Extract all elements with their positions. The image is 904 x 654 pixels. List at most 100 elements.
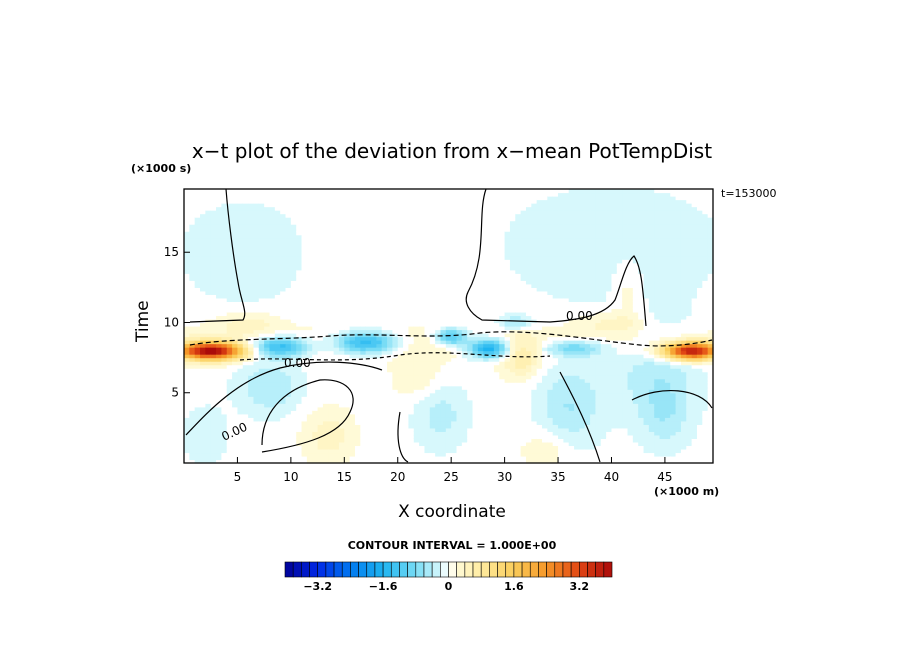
field-cell [242,287,249,292]
field-cell [424,294,431,299]
field-cell [344,220,351,225]
field-cell [387,224,393,229]
field-cell [280,196,287,201]
field-cell [216,413,222,418]
field-cell [210,336,217,341]
field-cell [264,441,271,447]
field-cell [354,294,361,299]
field-cell [290,248,297,253]
field-cell [269,297,276,303]
field-cell [413,294,420,299]
field-cell [269,354,276,359]
field-cell [376,336,383,341]
field-cell [216,431,222,436]
field-cell [419,245,426,250]
field-cell [290,206,297,211]
field-cell [472,438,479,443]
field-cell [205,333,212,338]
field-cell [509,336,516,341]
field-cell [242,413,249,418]
field-cell [493,417,500,422]
field-cell [387,189,393,194]
field-cell [451,276,458,281]
field-cell [205,262,212,267]
field-cell [258,354,265,359]
field-cell [226,438,233,443]
field-cell [317,459,324,464]
field-cell [413,350,420,355]
field-cell [210,434,217,440]
field-cell [242,252,249,257]
field-cell [285,245,292,250]
field-cell [440,196,447,201]
field-cell [381,276,388,281]
field-cell [397,424,404,429]
field-cell [509,445,516,450]
field-cell [285,297,292,303]
field-cell [515,420,522,425]
field-cell [408,434,415,440]
field-cell [296,238,303,243]
field-cell [338,245,345,250]
field-cell [237,343,244,348]
field-cell [322,434,329,440]
field-cell [515,276,522,281]
field-cell [397,262,404,267]
field-cell [504,438,511,443]
field-cell [440,308,447,313]
field-cell [264,192,271,197]
field-cell [285,452,292,457]
field-cell [258,445,265,450]
field-cell [333,371,340,376]
field-cell [280,329,287,334]
field-cell [285,417,292,422]
field-cell [467,203,474,208]
field-cell [285,420,292,425]
field-cell [253,382,260,387]
field-cell [274,357,281,362]
field-cell [403,231,410,236]
field-cell [515,199,522,204]
field-cell [333,224,340,229]
field-cell [210,399,217,404]
field-cell [429,364,436,369]
field-cell [413,410,420,415]
field-cell [210,259,217,264]
field-cell [333,413,340,418]
field-cell [237,336,244,341]
field-cell [456,203,463,208]
field-cell [221,273,228,278]
field-cell [194,385,201,390]
field-cell [274,287,281,292]
field-cell [408,297,415,303]
field-cell [194,196,201,201]
field-cell [226,399,233,404]
field-cell [354,438,361,443]
field-cell [509,234,516,239]
field-cell [488,252,495,257]
field-cell [248,399,255,404]
field-cell [184,434,190,440]
field-cell [403,262,410,267]
field-cell [445,308,452,313]
field-cell [451,396,458,401]
field-cell [338,403,345,408]
field-cell [301,287,308,292]
field-cell [504,273,511,278]
field-cell [221,371,228,376]
field-cell [397,210,404,215]
field-cell [328,410,335,415]
field-cell [296,336,303,341]
field-cell [328,333,335,338]
field-cell [306,308,313,313]
field-cell [301,234,308,239]
field-cell [456,308,463,313]
field-cell [290,318,297,324]
field-cell [445,399,452,404]
field-cell [269,287,276,292]
field-cell [381,269,388,274]
field-cell [467,276,474,281]
field-cell [258,259,265,264]
field-cell [253,287,260,292]
field-cell [274,417,281,422]
